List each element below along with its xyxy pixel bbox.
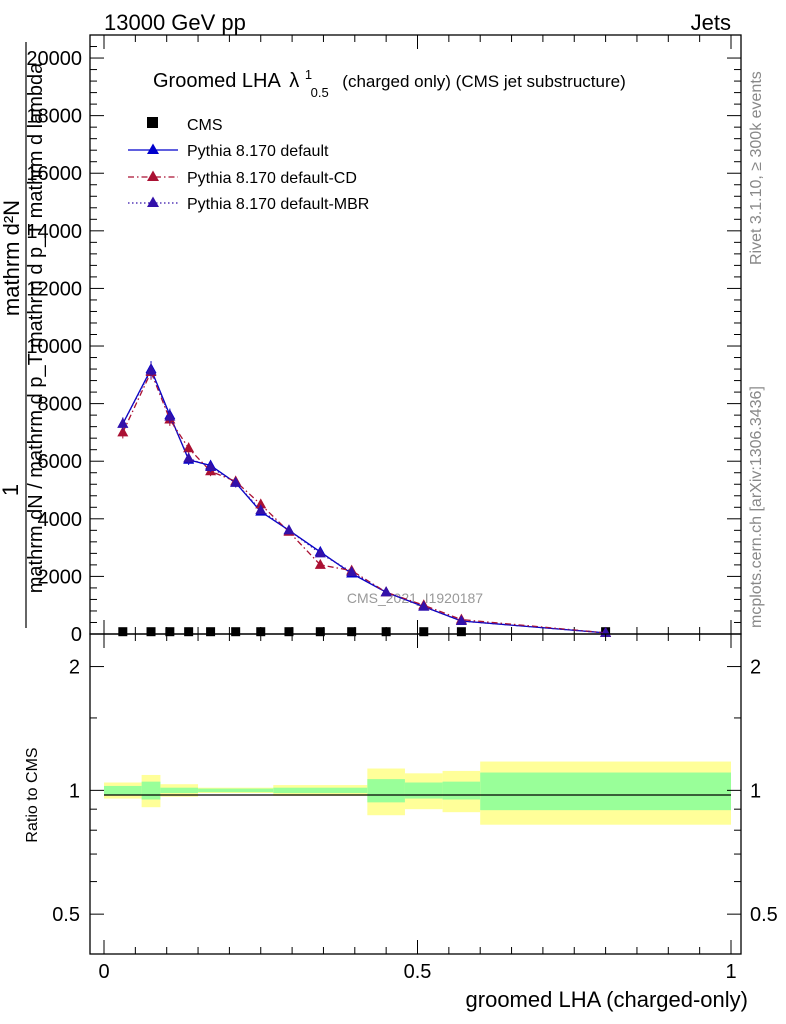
title-sup: 1 <box>305 67 312 82</box>
ratio-band-inner <box>442 781 481 800</box>
legend-default-label: Pythia 8.170 default <box>187 143 329 160</box>
series-marker-mbr <box>455 615 467 626</box>
cms-point <box>315 627 325 637</box>
ratio-band-inner <box>141 781 161 800</box>
series-marker-cd <box>314 558 326 569</box>
ratio-xtick-label: 1 <box>725 961 736 983</box>
series-marker-mbr <box>314 547 326 558</box>
ratio-y-ticks: 0.5 0.5 1 1 2 2 <box>52 657 778 927</box>
main-ytick-label: 20000 <box>26 48 82 70</box>
ratio-ytick-label-right: 0.5 <box>750 904 778 926</box>
main-panel: 0 2000 4000 6000 8000 10000 12000 14000 16000 180… <box>0 34 742 646</box>
cms-point <box>347 627 357 637</box>
ratio-ytick-label-right: 1 <box>750 780 761 802</box>
ratio-band-inner <box>273 787 368 794</box>
ratio-ytick-label: 0.5 <box>52 904 80 926</box>
ratio-xlabel: groomed LHA (charged-only) <box>466 987 748 1012</box>
legend: CMS Pythia 8.170 default Pythia 8.170 de… <box>128 117 369 213</box>
series-marker-mbr <box>205 460 217 471</box>
ratio-band-inner <box>367 779 405 803</box>
energy-label: 13000 GeV pp <box>104 10 246 35</box>
ratio-band-inner <box>104 785 142 795</box>
ratio-xtick-label: 0 <box>98 961 109 983</box>
cms-point <box>165 627 175 637</box>
series-marker-mbr <box>117 417 129 428</box>
legend-mbr-label: Pythia 8.170 default-MBR <box>187 196 369 213</box>
analysis-watermark: CMS_2021_I1920187 <box>347 590 483 606</box>
main-ytick-label: 18000 <box>26 106 82 128</box>
ylabel-denominator: mathrm dN / mathrm d p_T mathrm d p_T ma… <box>25 62 47 593</box>
series-marker-mbr <box>283 524 295 535</box>
ratio-band-inner <box>404 782 443 799</box>
main-ytick-label: 2000 <box>38 566 83 588</box>
main-ytick-label: 10000 <box>26 336 82 358</box>
main-series <box>117 361 612 637</box>
ratio-xtick-label: 0.5 <box>404 961 432 983</box>
title-lambda: λ <box>289 70 299 92</box>
cms-point <box>206 627 216 637</box>
main-ytick-label: 8000 <box>38 394 83 416</box>
ratio-band-inner <box>198 788 274 793</box>
cms-point <box>146 627 156 637</box>
main-ytick-label: 0 <box>71 624 82 646</box>
ratio-ytick-label: 2 <box>69 657 80 679</box>
series-marker-mbr <box>255 504 267 515</box>
series-marker-cd <box>183 442 195 453</box>
cms-point <box>381 627 391 637</box>
cms-point <box>456 627 466 637</box>
legend-cms-label: CMS <box>187 117 223 134</box>
rivet-label: Rivet 3.1.10, ≥ 300k events <box>748 71 765 265</box>
ratio-band-inner <box>160 787 199 794</box>
plot-title: Groomed LHA λ 1 0.5 (charged only) (CMS … <box>153 62 626 102</box>
ratio-ytick-label: 1 <box>69 780 80 802</box>
series-marker-mbr <box>230 476 242 487</box>
main-ytick-label: 12000 <box>26 278 82 300</box>
ratio-frame <box>89 633 742 955</box>
main-ytick-label: 6000 <box>38 451 83 473</box>
ratio-x-ticks: 0 0.5 1 <box>98 634 737 983</box>
title-sub: 0.5 <box>311 85 329 100</box>
legend-cms-marker <box>147 117 158 128</box>
series-marker-mbr <box>346 566 358 577</box>
main-ytick-label: 4000 <box>38 509 83 531</box>
series-marker-mbr <box>164 410 176 421</box>
cms-point <box>184 627 194 637</box>
mcplots-label: mcplots.cern.ch [arXiv:1306.3436] <box>748 386 765 628</box>
series-marker-mbr <box>145 364 157 375</box>
ratio-panel: 0.5 0.51 12 2 0 0.5 1 Ratio to CMS groomed LH… <box>24 633 778 1012</box>
ylabel-numerator-top: mathrm d²N <box>0 200 24 316</box>
ylabel-numerator: 1 <box>0 484 23 496</box>
title-main: Groomed LHA <box>153 70 281 92</box>
cms-point <box>118 627 128 637</box>
legend-default-marker <box>147 143 159 154</box>
main-ytick-label: 16000 <box>26 163 82 185</box>
ratio-band-inner <box>480 772 731 811</box>
main-y-ticks: 0 2000 4000 6000 8000 10000 12000 14000 16000 180… <box>26 46 741 646</box>
series-line-cd <box>122 370 606 634</box>
process-label: Jets <box>691 10 731 35</box>
title-rest: (charged only) (CMS jet substructure) <box>342 72 625 91</box>
cms-point <box>231 627 241 637</box>
ratio-ylabel: Ratio to CMS <box>24 747 41 842</box>
legend-cd-marker <box>147 170 159 181</box>
main-ytick-label: 14000 <box>26 221 82 243</box>
ratio-bands <box>104 761 731 825</box>
series-marker-mbr <box>418 600 430 611</box>
ratio-ytick-label-right: 2 <box>750 657 761 679</box>
series-marker-mbr <box>380 586 392 597</box>
legend-mbr-marker <box>147 196 159 207</box>
series-marker-cd <box>117 426 129 437</box>
cms-point <box>256 627 266 637</box>
series-marker-mbr <box>183 452 195 463</box>
cms-point <box>419 627 429 637</box>
series-marker-cd <box>255 498 267 509</box>
legend-cd-label: Pythia 8.170 default-CD <box>187 170 357 187</box>
cms-point <box>284 627 294 637</box>
